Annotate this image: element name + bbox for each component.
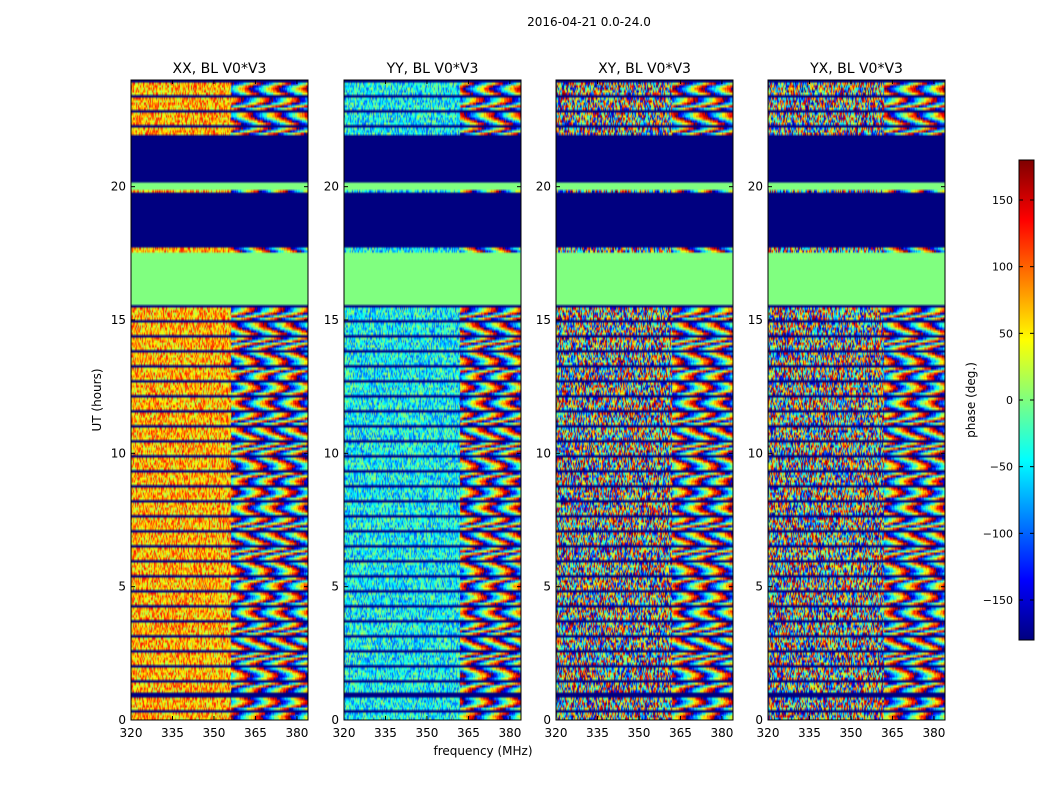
- x-tick-label: 335: [798, 726, 821, 740]
- x-tick-label: 365: [457, 726, 480, 740]
- panel-2: YY, BL V0*V3 320 335 350 365 380 0 5 10 15 20: [324, 61, 522, 740]
- x-tick-label: 320: [120, 726, 143, 740]
- heatmap-image: [556, 80, 733, 720]
- y-tick-label: 20: [111, 180, 126, 194]
- panel-4: YX, BL V0*V3 320 335 350 365 380 0 5 10 15 20: [748, 61, 946, 740]
- x-tick-label: 335: [586, 726, 609, 740]
- colorbar-ticks: −150 −100 −50 0 50 100 150: [983, 194, 1034, 607]
- colorbar: −150 −100 −50 0 50 100 150 phase (deg.): [964, 159, 1035, 641]
- heatmap-image: [131, 80, 308, 720]
- colorbar-label: phase (deg.): [964, 362, 978, 438]
- x-tick-label: 380: [710, 726, 733, 740]
- x-tick-label: 365: [244, 726, 267, 740]
- y-tick-label: 0: [118, 713, 126, 727]
- x-tick-label: 350: [416, 726, 439, 740]
- x-tick-label: 365: [669, 726, 692, 740]
- y-tick-label: 15: [748, 313, 763, 327]
- panel-frame: [555, 79, 734, 721]
- x-tick-label: 380: [498, 726, 521, 740]
- x-axis-label: frequency (MHz): [433, 744, 532, 758]
- colorbar-tick-label: 0: [1006, 394, 1013, 407]
- x-tick-label: 320: [545, 726, 568, 740]
- heatmap-image: [344, 80, 521, 720]
- panel-title: YY, BL V0*V3: [386, 61, 479, 77]
- x-tick-label: 335: [161, 726, 184, 740]
- panel-title: YX, BL V0*V3: [809, 61, 903, 77]
- x-tick-label: 350: [840, 726, 863, 740]
- x-tick-label: 350: [203, 726, 226, 740]
- y-tick-label: 20: [324, 180, 339, 194]
- y-axis-label: UT (hours): [90, 368, 104, 431]
- y-tick-label: 10: [536, 446, 551, 460]
- colorbar-tick-label: 50: [999, 327, 1013, 340]
- panel-title: XY, BL V0*V3: [598, 61, 691, 77]
- x-tick-label: 335: [374, 726, 397, 740]
- x-tick-label: 380: [922, 726, 945, 740]
- colorbar-tick-label: −100: [983, 527, 1013, 540]
- y-tick-label: 0: [543, 713, 551, 727]
- y-tick-label: 15: [536, 313, 551, 327]
- figure-title: 2016-04-21 0.0-24.0: [527, 15, 651, 29]
- colorbar-tick-label: 100: [992, 261, 1013, 274]
- panel-title: XX, BL V0*V3: [173, 61, 267, 77]
- y-tick-label: 5: [331, 580, 339, 594]
- heatmap-image: [768, 80, 945, 720]
- x-tick-label: 320: [757, 726, 780, 740]
- panel-3: XY, BL V0*V3 320 335 350 365 380 0 5 10 15 20: [536, 61, 734, 740]
- y-tick-label: 10: [111, 446, 126, 460]
- colorbar-tick-label: −150: [983, 594, 1013, 607]
- colorbar-tick-label: 150: [992, 194, 1013, 207]
- panel-1: XX, BL V0*V3 320 335 350 365 380 0 5 10 15 20: [111, 61, 309, 740]
- colorbar-tick-label: −50: [990, 461, 1013, 474]
- y-tick-label: 10: [324, 446, 339, 460]
- panel-frame: [130, 79, 309, 721]
- x-tick-label: 320: [333, 726, 356, 740]
- panel-frame: [343, 79, 522, 721]
- x-tick-label: 350: [628, 726, 651, 740]
- y-tick-label: 10: [748, 446, 763, 460]
- x-tick-label: 380: [285, 726, 308, 740]
- y-tick-label: 0: [331, 713, 339, 727]
- y-tick-label: 20: [536, 180, 551, 194]
- y-tick-label: 5: [118, 580, 126, 594]
- x-tick-label: 365: [881, 726, 904, 740]
- y-tick-label: 5: [755, 580, 763, 594]
- panel-frame: [767, 79, 946, 721]
- y-tick-label: 15: [324, 313, 339, 327]
- y-tick-label: 5: [543, 580, 551, 594]
- y-tick-label: 15: [111, 313, 126, 327]
- y-tick-label: 0: [755, 713, 763, 727]
- y-tick-label: 20: [748, 180, 763, 194]
